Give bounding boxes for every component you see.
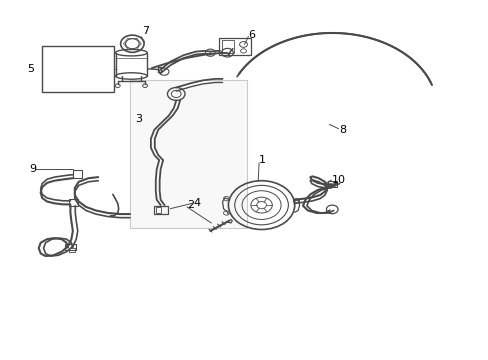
Bar — [130, 80, 246, 228]
Text: 10: 10 — [331, 175, 346, 185]
Text: 3: 3 — [135, 114, 142, 124]
Text: 8: 8 — [339, 125, 346, 135]
Bar — [219, 38, 250, 55]
Bar — [69, 199, 78, 206]
Bar — [328, 181, 336, 187]
Bar — [73, 170, 81, 178]
Text: 7: 7 — [142, 26, 149, 36]
Text: 6: 6 — [248, 30, 255, 40]
Text: 5: 5 — [27, 64, 34, 74]
Text: 2: 2 — [187, 200, 194, 210]
Bar — [42, 45, 114, 92]
Bar — [221, 40, 233, 53]
Bar — [156, 207, 160, 213]
Bar — [69, 248, 75, 252]
Bar — [154, 206, 167, 214]
Text: 9: 9 — [29, 164, 36, 174]
Text: 1: 1 — [259, 155, 265, 165]
Bar — [65, 244, 76, 250]
Text: 4: 4 — [193, 198, 200, 208]
